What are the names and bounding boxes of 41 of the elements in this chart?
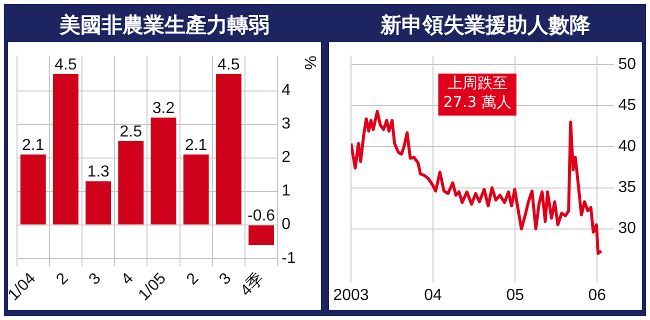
y-tick-label: 35 bbox=[618, 179, 636, 196]
y-tick-label: 1 bbox=[282, 182, 291, 200]
data-label: 2.1 bbox=[22, 136, 44, 154]
y-tick-label: -1 bbox=[282, 250, 296, 267]
y-tick-label: 50 bbox=[618, 56, 636, 74]
data-label: 4.5 bbox=[218, 56, 240, 74]
x-tick-label: 05 bbox=[506, 286, 524, 304]
y-tick-label: 4 bbox=[282, 82, 291, 100]
x-tick-label: 2 bbox=[53, 270, 72, 288]
bar bbox=[183, 154, 209, 224]
y-axis-title: % bbox=[300, 56, 318, 70]
x-tick-label: 3 bbox=[216, 270, 235, 288]
y-tick-label: 40 bbox=[618, 138, 636, 156]
y-tick-label: 30 bbox=[618, 220, 636, 238]
bar bbox=[86, 181, 112, 224]
y-tick-label: 3 bbox=[282, 116, 291, 133]
bar bbox=[53, 74, 78, 224]
x-tick-label: 4 bbox=[118, 270, 137, 288]
data-label: 1.3 bbox=[87, 164, 110, 181]
data-label: -0.6 bbox=[247, 208, 276, 225]
chart-title: 美國非農業生產力轉弱 bbox=[58, 12, 270, 39]
x-tick-label: 2003 bbox=[333, 286, 369, 304]
data-label: 4.5 bbox=[54, 56, 77, 74]
x-tick-label: 2 bbox=[184, 270, 202, 288]
x-tick-label: 06 bbox=[588, 286, 606, 304]
y-tick-label: 0 bbox=[282, 216, 291, 234]
x-tick-label: 4季 bbox=[236, 269, 268, 300]
bar bbox=[150, 118, 176, 224]
annotation: 上周跌至 27.3 萬人 bbox=[443, 74, 512, 111]
bar bbox=[118, 141, 144, 224]
bar bbox=[20, 154, 46, 224]
x-tick-label: 3 bbox=[86, 270, 104, 288]
y-tick-label: 45 bbox=[618, 97, 636, 114]
data-label: 2.5 bbox=[120, 123, 142, 140]
bar bbox=[248, 225, 274, 245]
x-tick-label: 04 bbox=[424, 286, 442, 304]
y-tick-label: 2 bbox=[282, 149, 291, 166]
data-label: 2.1 bbox=[184, 136, 208, 154]
bar bbox=[216, 74, 242, 224]
data-label: 3.2 bbox=[152, 100, 175, 118]
chart-title: 新申領失業援助人數降 bbox=[379, 12, 592, 39]
